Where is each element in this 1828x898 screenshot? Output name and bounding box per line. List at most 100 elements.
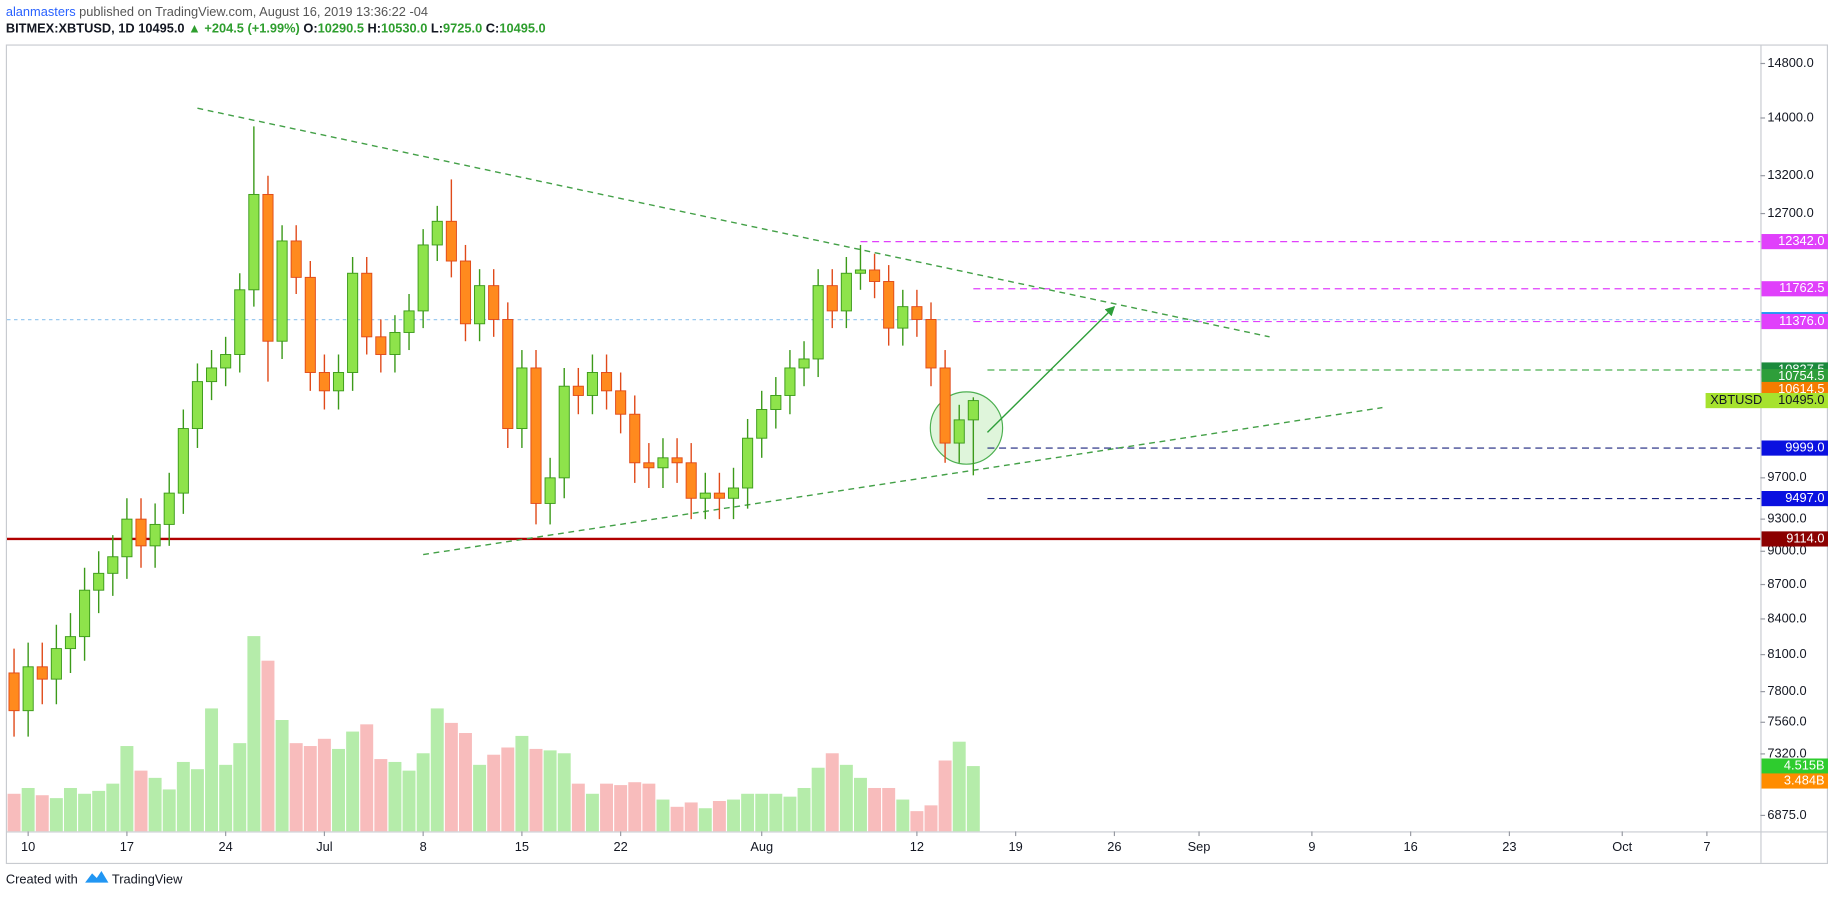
- y-tick-label: 7560.0: [1767, 714, 1806, 729]
- author[interactable]: alanmasters: [6, 4, 76, 19]
- x-tick-label: 7: [1703, 839, 1710, 854]
- y-tick-label: 8400.0: [1767, 610, 1806, 625]
- volume-bar: [571, 783, 585, 832]
- volume-bar: [430, 708, 444, 832]
- candle-body: [727, 487, 740, 499]
- volume-bar: [868, 787, 882, 832]
- volume-bar: [332, 748, 345, 832]
- quote-part: O:: [300, 21, 318, 36]
- level-label: 11762.5: [1779, 280, 1824, 295]
- y-tick-label: 13200.0: [1767, 167, 1813, 182]
- level-label: 9999.0: [1785, 439, 1824, 454]
- level-label-bg: [1761, 281, 1828, 297]
- volume-label: 4.515B: [1784, 757, 1825, 772]
- y-tick-label: 8700.0: [1767, 576, 1806, 591]
- volume-bar: [712, 801, 726, 832]
- x-tick-label: Aug: [750, 839, 773, 854]
- volume-bar: [642, 783, 656, 832]
- published: published on TradingView.com, August 16,…: [76, 4, 428, 19]
- candle-body: [572, 385, 584, 396]
- candle-body: [488, 285, 500, 320]
- candle-body: [79, 589, 91, 638]
- quote-part: 9725.0: [443, 21, 482, 36]
- candle-body: [812, 285, 824, 360]
- footer-brand[interactable]: TradingView: [112, 872, 183, 887]
- candle-body: [64, 636, 77, 650]
- arrow: [986, 305, 1116, 433]
- volume-bar: [289, 743, 303, 832]
- volume-bar: [755, 793, 769, 832]
- quote-part: 10290.5: [318, 21, 364, 36]
- candle-body: [262, 193, 274, 342]
- candle-body: [220, 354, 232, 369]
- candle-body: [770, 394, 782, 410]
- volume-bar: [35, 795, 49, 832]
- volume-bar: [106, 783, 120, 832]
- volume-bar: [205, 708, 219, 832]
- quote-part: L:: [427, 21, 443, 36]
- volume-bar: [64, 787, 77, 832]
- trendline: [423, 406, 1383, 556]
- x-tick-label: 26: [1107, 839, 1121, 854]
- quote-part: 10495.0: [499, 21, 545, 36]
- x-tick-label: 17: [120, 839, 134, 854]
- candle-body: [671, 457, 683, 464]
- candle-body: [854, 269, 867, 274]
- level-label-bg: [1761, 313, 1828, 330]
- last-price-bg: [1705, 393, 1828, 409]
- candle-body: [93, 572, 105, 591]
- volume-bar: [825, 753, 839, 832]
- volume-bar: [317, 738, 331, 832]
- level-label-bg: [1761, 234, 1828, 250]
- last-price-name: XBTUSD: [1710, 392, 1762, 407]
- volume-bar: [261, 660, 275, 832]
- quote-line: BITMEX:XBTUSD, 1D 10495.0 ▲ +204.5 (+1.9…: [6, 21, 546, 36]
- volume-bar: [952, 741, 966, 832]
- candle-body: [403, 310, 415, 333]
- volume-bar: [600, 783, 614, 832]
- x-tick-label: 10: [21, 839, 35, 854]
- volume-bar: [684, 802, 698, 832]
- axes: 14800.0 14000.0 13200.0 12700.0 9700.0 9300.0…: [21, 55, 1828, 854]
- volume-bar: [120, 746, 134, 832]
- candle-body: [558, 385, 570, 479]
- header-line: alanmasters published on TradingView.com…: [6, 4, 428, 19]
- volume-bar: [727, 799, 740, 832]
- volume-label: 3.484B: [1784, 772, 1825, 787]
- volume-bar: [487, 754, 501, 832]
- candle-body: [530, 367, 542, 504]
- volume-bar: [543, 750, 557, 832]
- volume-bar: [176, 761, 190, 832]
- y-tick-label: 14000.0: [1767, 109, 1813, 124]
- volume-bar: [303, 746, 317, 832]
- x-tick-label: Oct: [1612, 839, 1632, 854]
- volume-label-bg: [1761, 758, 1828, 774]
- candle-body: [431, 220, 443, 246]
- candle-body: [502, 319, 514, 430]
- volume-bar: [854, 777, 867, 832]
- footer-created: Created with: [6, 872, 78, 887]
- volume-bar: [811, 767, 825, 832]
- x-tick-label: 8: [420, 839, 427, 854]
- candle-body: [36, 666, 48, 680]
- candle-body: [474, 285, 486, 325]
- level-label: 12342.0: [1778, 233, 1824, 248]
- candle-body: [784, 367, 796, 396]
- volume-bar: [92, 790, 106, 832]
- candle-body: [361, 272, 373, 338]
- candle-body: [742, 437, 754, 489]
- candle-body: [304, 276, 316, 373]
- candle-body: [657, 457, 669, 469]
- volume-bar: [233, 743, 247, 832]
- candle-body: [445, 220, 457, 262]
- volume-bar: [769, 793, 783, 832]
- candle-body: [826, 285, 838, 312]
- y-tick-label: 6875.0: [1767, 807, 1806, 822]
- candle-body: [756, 409, 768, 439]
- volume-bar: [49, 798, 63, 832]
- volume-bar: [614, 785, 628, 832]
- candle-body: [234, 289, 246, 355]
- candle-body: [953, 419, 965, 444]
- volume-bar: [515, 735, 529, 832]
